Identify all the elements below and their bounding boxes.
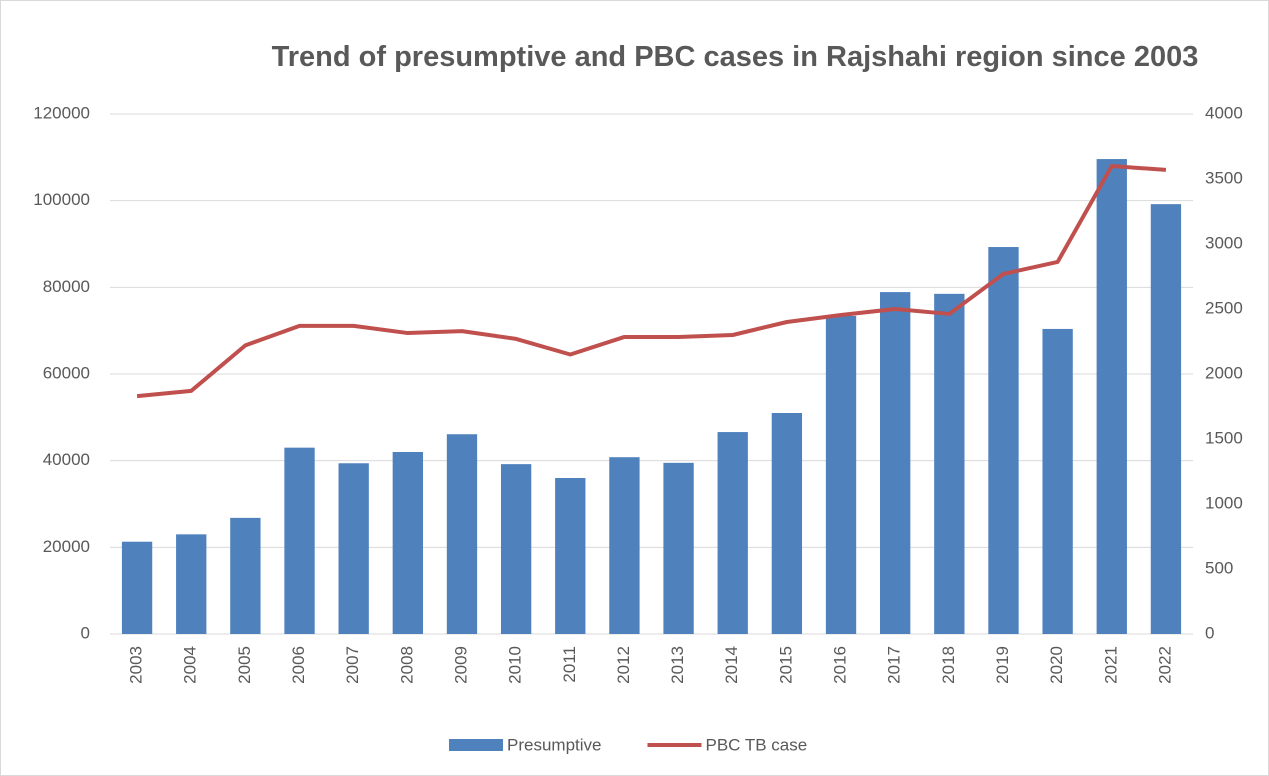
y2-tick-label: 1500 xyxy=(1205,428,1243,447)
x-tick-label: 2011 xyxy=(560,646,579,683)
y-tick-label: 120000 xyxy=(33,103,90,122)
y-tick-label: 100000 xyxy=(33,190,90,209)
bar xyxy=(1096,159,1127,635)
bar xyxy=(392,452,423,634)
x-tick-label: 2019 xyxy=(993,646,1012,684)
bar xyxy=(934,293,965,634)
x-tick-label: 2009 xyxy=(451,646,470,684)
bar xyxy=(880,292,911,634)
legend-label: Presumptive xyxy=(507,735,601,754)
bar xyxy=(176,534,207,634)
bar xyxy=(663,462,694,634)
bar xyxy=(609,457,640,634)
bar xyxy=(717,432,748,634)
x-tick-label: 2005 xyxy=(235,646,254,684)
legend-swatch xyxy=(449,739,503,751)
x-tick-label: 2013 xyxy=(668,646,687,684)
bar xyxy=(230,517,261,634)
y2-tick-label: 4000 xyxy=(1205,103,1243,122)
legend-label: PBC TB case xyxy=(705,735,807,754)
line xyxy=(136,164,1167,399)
x-tick-label: 2012 xyxy=(614,646,633,684)
bar xyxy=(771,413,803,634)
y2-tick-label: 2500 xyxy=(1205,298,1243,317)
bar xyxy=(284,447,315,634)
y-tick-label: 20000 xyxy=(43,537,90,556)
bar xyxy=(1150,204,1182,634)
x-tick-label: 2010 xyxy=(506,646,525,684)
x-tick-label: 2008 xyxy=(397,646,416,684)
bar xyxy=(555,478,586,634)
x-tick-label: 2022 xyxy=(1155,646,1174,684)
x-tick-label: 2007 xyxy=(343,646,362,684)
bar xyxy=(446,434,478,634)
x-tick-label: 2003 xyxy=(127,646,146,684)
y-tick-label: 0 xyxy=(81,623,90,642)
y-tick-label: 60000 xyxy=(43,363,90,382)
x-tick-label: 2006 xyxy=(289,646,308,684)
chart-title: Trend of presumptive and PBC cases in Ra… xyxy=(271,41,1199,73)
x-tick-label: 2015 xyxy=(776,646,795,684)
y2-tick-label: 2000 xyxy=(1205,363,1243,382)
x-tick-label: 2021 xyxy=(1101,646,1120,684)
bar xyxy=(121,541,153,634)
y2-tick-label: 0 xyxy=(1205,623,1214,642)
x-tick-label: 2016 xyxy=(831,646,850,684)
x-tick-label: 2004 xyxy=(181,646,200,684)
y-tick-label: 40000 xyxy=(43,450,90,469)
y2-tick-label: 3500 xyxy=(1205,168,1243,187)
y-tick-label: 80000 xyxy=(43,277,90,296)
bar xyxy=(338,463,369,634)
x-tick-label: 2017 xyxy=(885,646,904,684)
y2-tick-label: 3000 xyxy=(1205,233,1243,252)
x-tick-label: 2014 xyxy=(722,646,741,684)
y2-tick-label: 1000 xyxy=(1205,493,1243,512)
y2-tick-label: 500 xyxy=(1205,558,1233,577)
bar xyxy=(500,464,532,634)
bar xyxy=(1042,328,1073,634)
x-tick-label: 2018 xyxy=(939,646,958,684)
bar xyxy=(988,247,1019,635)
x-tick-label: 2020 xyxy=(1047,646,1066,684)
bar xyxy=(825,315,857,634)
